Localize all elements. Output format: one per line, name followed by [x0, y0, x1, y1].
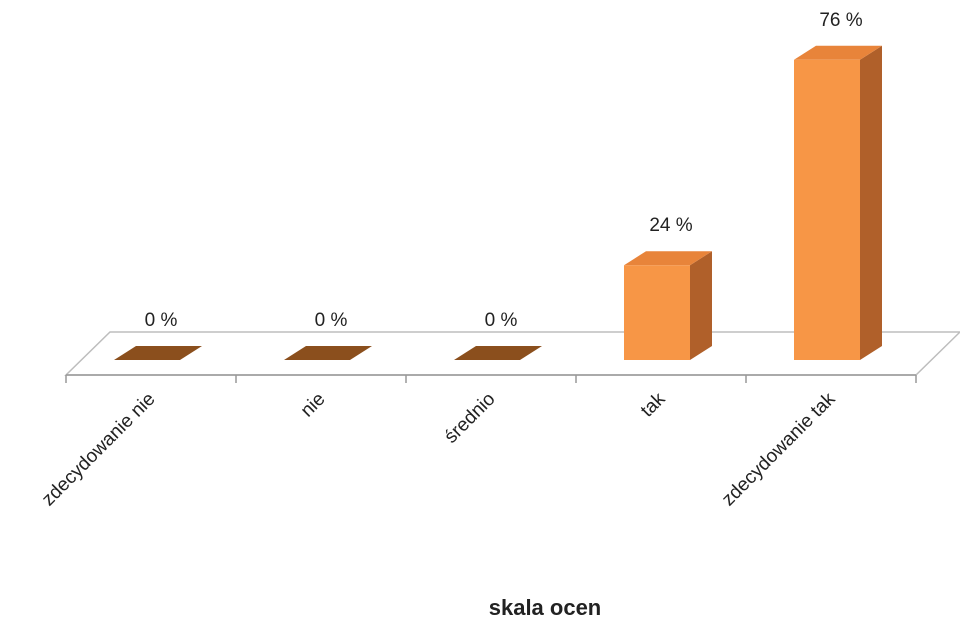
bar — [454, 346, 542, 360]
x-tick-label: zdecydowanie nie — [38, 389, 160, 511]
value-label: 24 % — [649, 215, 692, 236]
bar — [284, 346, 372, 360]
bar-face — [624, 265, 690, 360]
bar-face — [860, 45, 882, 361]
bar — [794, 45, 882, 361]
bar-face — [794, 45, 882, 60]
x-tick-label: tak — [637, 388, 670, 421]
bar-face — [794, 59, 860, 361]
x-tick-label: nie — [297, 389, 330, 422]
value-label: 0 % — [315, 310, 348, 331]
x-tick-label: średnio — [441, 389, 500, 448]
value-label: 76 % — [819, 10, 862, 31]
bar — [624, 251, 712, 360]
value-label: 0 % — [485, 310, 518, 331]
bar — [114, 346, 202, 360]
x-axis-title: skala ocen — [489, 595, 602, 619]
value-label: 0 % — [145, 310, 178, 331]
bar-face — [624, 251, 712, 266]
x-tick-label: zdecydowanie tak — [718, 388, 840, 510]
bar-face — [690, 251, 712, 360]
